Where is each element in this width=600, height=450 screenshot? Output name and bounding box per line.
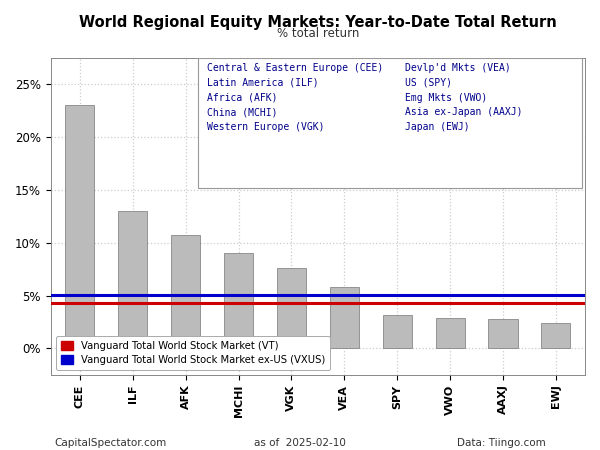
Bar (541, 323, 571, 348)
Bar (171, 235, 200, 348)
Text: % total return: % total return (277, 27, 359, 40)
Text: Data: Tiingo.com: Data: Tiingo.com (457, 438, 546, 448)
Bar (436, 318, 464, 348)
Text: as of  2025-02-10: as of 2025-02-10 (254, 438, 346, 448)
Legend: Vanguard Total World Stock Market (VT), Vanguard Total World Stock Market ex-US : Vanguard Total World Stock Market (VT), … (56, 336, 330, 370)
Bar (65, 105, 94, 348)
Text: CapitalSpectator.com: CapitalSpectator.com (54, 438, 166, 448)
Bar (488, 319, 518, 348)
Text: Devlp'd Mkts (VEA)
US (SPY)
Emg Mkts (VWO)
Asia ex-Japan (AAXJ)
Japan (EWJ): Devlp'd Mkts (VEA) US (SPY) Emg Mkts (VW… (405, 63, 523, 132)
Bar (330, 287, 359, 348)
Bar (277, 268, 306, 348)
Bar (118, 211, 147, 348)
Title: World Regional Equity Markets: Year-to-Date Total Return: World Regional Equity Markets: Year-to-D… (79, 15, 557, 30)
Bar (224, 253, 253, 348)
Text: Central & Eastern Europe (CEE)
Latin America (ILF)
Africa (AFK)
China (MCHI)
Wes: Central & Eastern Europe (CEE) Latin Ame… (207, 63, 383, 132)
Bar (383, 315, 412, 348)
FancyBboxPatch shape (197, 58, 583, 188)
